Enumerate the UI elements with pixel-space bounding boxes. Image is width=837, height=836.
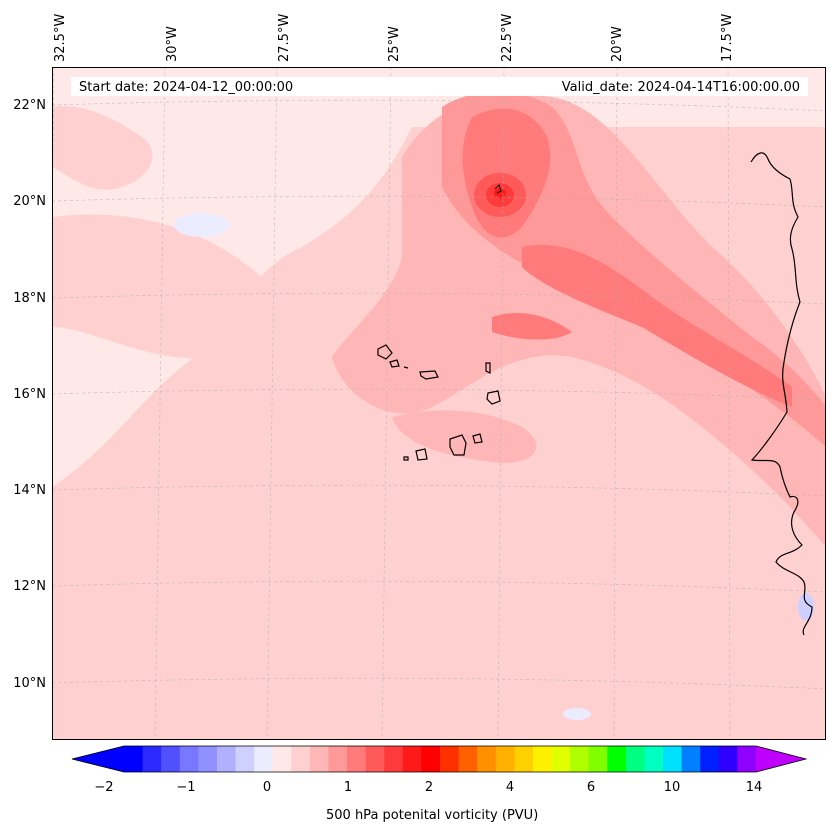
valid-date-text: Valid_date: 2024-04-14T16:00:00.00 bbox=[562, 80, 800, 95]
longitude-label: 20°W bbox=[610, 26, 625, 62]
longitude-label: 22.5°W bbox=[500, 13, 515, 62]
colorbar-swatch bbox=[663, 746, 683, 772]
start-date-text: Start date: 2024-04-12_00:00:00 bbox=[79, 80, 293, 95]
colorbar-tick-label: 0 bbox=[262, 780, 272, 795]
african-coastline bbox=[750, 152, 813, 636]
latitude-label: 20°N bbox=[13, 194, 46, 209]
colorbar-swatch bbox=[421, 746, 441, 772]
colorbar-swatch bbox=[644, 746, 664, 772]
colorbar-swatch bbox=[179, 746, 199, 772]
info-box bbox=[71, 77, 808, 96]
colorbar-swatch bbox=[365, 746, 385, 772]
colorbar-outline bbox=[71, 745, 808, 773]
colorbar-tick-label: 14 bbox=[745, 780, 763, 795]
colorbar-title: 500 hPa potenital vorticity (PVU) bbox=[326, 808, 539, 823]
colorbar-tick-label: 2 bbox=[424, 780, 434, 795]
latitude-label: 12°N bbox=[13, 579, 46, 594]
colorbar-swatch bbox=[291, 746, 311, 772]
colorbar-tick-label: 10 bbox=[663, 780, 681, 795]
colorbar-swatch bbox=[347, 746, 367, 772]
colorbar-tick-label: 6 bbox=[586, 780, 596, 795]
colorbar-swatch bbox=[737, 746, 757, 772]
colorbar-swatch bbox=[216, 746, 237, 772]
longitude-label: 27.5°W bbox=[277, 13, 292, 62]
latitude-label: 14°N bbox=[13, 483, 46, 498]
latitude-label: 10°N bbox=[13, 676, 46, 691]
pv-field-ridge bbox=[492, 312, 572, 340]
longitude-label: 32.5°W bbox=[53, 13, 68, 62]
colorbar-swatch bbox=[402, 746, 422, 772]
colorbar-tick-label: −1 bbox=[176, 780, 196, 795]
latitude-label: 16°N bbox=[13, 387, 46, 402]
colorbar-swatch bbox=[384, 746, 404, 772]
cape-verde-islands bbox=[377, 344, 501, 461]
colorbar-swatch bbox=[700, 746, 720, 772]
colorbar-swatch bbox=[681, 746, 701, 772]
colorbar-swatch bbox=[625, 746, 645, 772]
colorbar-swatch bbox=[551, 746, 571, 772]
colorbar-swatch bbox=[718, 746, 738, 772]
latitude-label: 22°N bbox=[13, 98, 46, 113]
map-panel: Start date: 2024-04-12_00:00:00 Valid_da… bbox=[52, 67, 826, 740]
colorbar-swatch bbox=[328, 746, 348, 772]
colorbar-swatch bbox=[198, 746, 218, 772]
colorbar-swatch bbox=[440, 746, 460, 772]
colorbar-swatch bbox=[161, 746, 181, 772]
coastal-feature bbox=[494, 184, 502, 194]
colorbar-swatch bbox=[142, 746, 162, 772]
pv-field-low-band bbox=[52, 214, 279, 359]
colorbar-swatch bbox=[235, 746, 255, 772]
colorbar-swatch bbox=[309, 746, 329, 772]
colorbar-swatch bbox=[570, 746, 590, 772]
colorbar-swatch bbox=[514, 746, 534, 772]
colorbar-swatch bbox=[495, 746, 515, 772]
colorbar-swatch bbox=[607, 746, 627, 772]
latitude-label: 18°N bbox=[13, 291, 46, 306]
pv-field-medium-isl bbox=[392, 410, 537, 463]
graticule bbox=[52, 67, 826, 740]
pv-field-stronger-band bbox=[522, 245, 792, 407]
pv-negative-patch bbox=[174, 213, 230, 237]
colorbar-swatch bbox=[477, 746, 497, 772]
colorbar-tick-label: 4 bbox=[505, 780, 515, 795]
colorbar-extend-right bbox=[756, 746, 806, 772]
pv-field-low-west bbox=[52, 106, 153, 190]
colorbar-swatch bbox=[124, 746, 144, 772]
longitude-label: 30°W bbox=[165, 26, 180, 62]
colorbar-extend-left bbox=[72, 746, 124, 772]
map-frame bbox=[52, 67, 826, 740]
colorbar-swatch bbox=[532, 746, 553, 772]
colorbar-swatch bbox=[458, 746, 478, 772]
colorbar bbox=[71, 745, 808, 773]
longitude-label: 17.5°W bbox=[720, 13, 735, 62]
pv-negative-patch bbox=[563, 708, 591, 720]
colorbar-tick-label: −2 bbox=[94, 780, 114, 795]
colorbar-swatch bbox=[588, 746, 608, 772]
colorbar-tick-label: 1 bbox=[343, 780, 353, 795]
pv-negative-patch bbox=[798, 593, 814, 621]
colorbar-swatch bbox=[254, 746, 274, 772]
longitude-label: 25°W bbox=[387, 26, 402, 62]
colorbar-swatch bbox=[272, 746, 292, 772]
